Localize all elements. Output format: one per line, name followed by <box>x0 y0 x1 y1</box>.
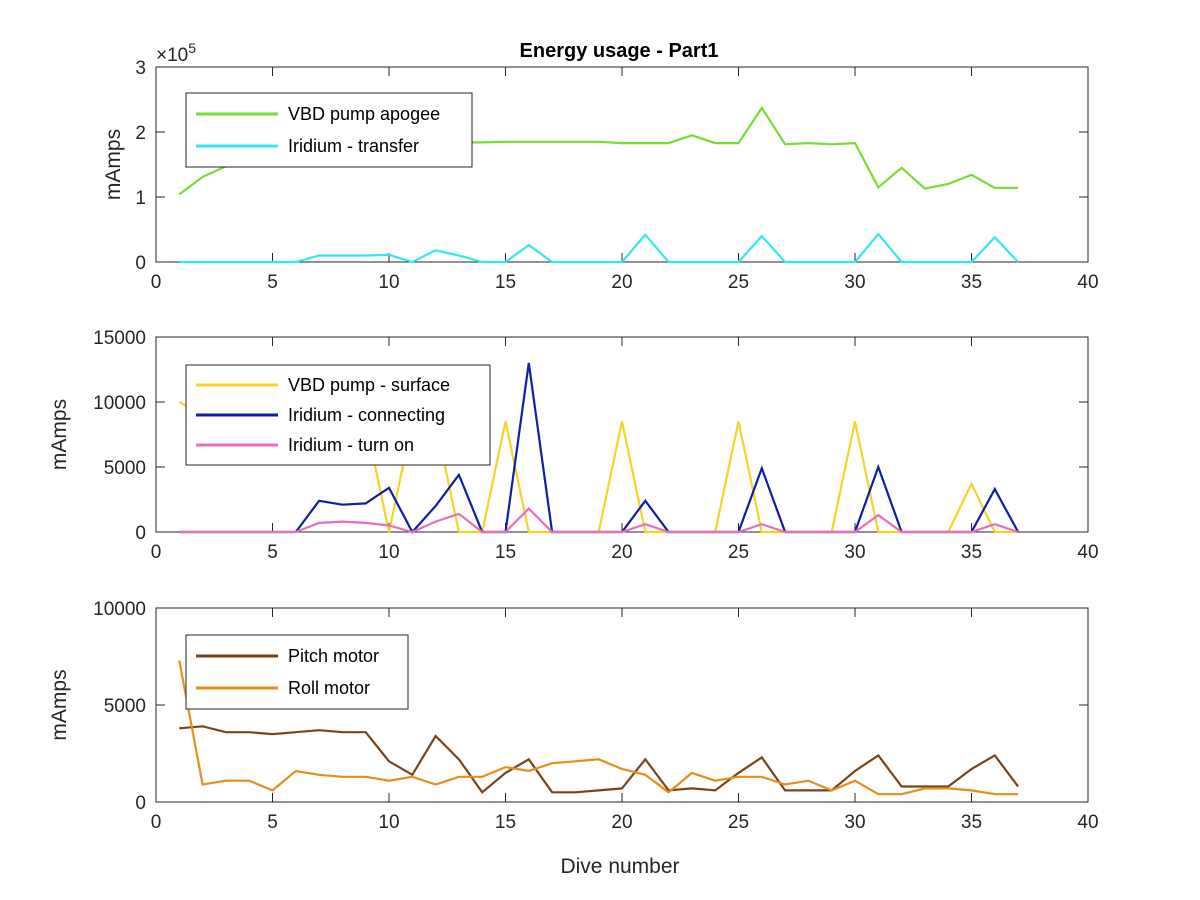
series-line-iridium-transfer <box>179 232 1019 264</box>
series-line-iridium-turn-on <box>179 507 1019 534</box>
legend-entry-label: VBD pump - surface <box>288 375 450 395</box>
subplot-2: 0 5 10 15 20 25 30 35 40 0 5000 10000 15000 mAmps VBD … <box>48 328 1099 563</box>
x-tick-label: 15 <box>495 272 516 293</box>
x-tick-label: 5 <box>267 272 278 293</box>
y-axis-label: mAmps <box>102 129 125 200</box>
legend-box <box>185 634 409 710</box>
y-tick-label: 5000 <box>104 458 146 479</box>
legend-entry-label: VBD pump apogee <box>288 104 440 124</box>
figure-xlabel: Dive number <box>560 855 679 878</box>
y-axis-label: mAmps <box>48 669 71 740</box>
y-tick-label: 10000 <box>93 599 146 620</box>
legend-entry-label: Roll motor <box>288 678 370 698</box>
x-tick-label: 5 <box>267 812 278 833</box>
x-tick-label: 5 <box>267 542 278 563</box>
legend: Pitch motor Roll motor <box>185 634 409 710</box>
x-tick-label: 35 <box>961 812 982 833</box>
x-tick-label: 35 <box>961 272 982 293</box>
y-axis-label: mAmps <box>48 399 71 470</box>
x-tick-label: 25 <box>728 542 749 563</box>
x-tick-label: 40 <box>1077 272 1098 293</box>
subplot-1: 0 5 10 15 20 25 30 35 40 0 1 2 3 ×105 mAmps VBD pump ap… <box>102 40 1099 293</box>
y-tick-label: 5000 <box>104 696 146 717</box>
x-tick-label: 40 <box>1077 812 1098 833</box>
x-tick-label: 20 <box>611 272 632 293</box>
x-tick-label: 30 <box>844 542 865 563</box>
y-tick-label: 0 <box>135 253 146 274</box>
y-tick-label: 3 <box>135 58 146 79</box>
figure-title: Energy usage - Part1 <box>520 40 719 62</box>
subplot-3: 0 5 10 15 20 25 30 35 40 0 5000 10000 mAmps Pitch mot… <box>48 599 1099 833</box>
x-tick-label: 15 <box>495 812 516 833</box>
legend-entry-label: Iridium - connecting <box>288 405 445 425</box>
y-tick-label: 0 <box>135 793 146 814</box>
y-tick-label: 2 <box>135 123 146 144</box>
x-tick-label: 25 <box>728 272 749 293</box>
x-tick-label: 25 <box>728 812 749 833</box>
x-tick-label: 0 <box>151 812 162 833</box>
x-tick-label: 0 <box>151 272 162 293</box>
x-tick-label: 10 <box>378 812 399 833</box>
x-tick-label: 15 <box>495 542 516 563</box>
x-tick-label: 0 <box>151 542 162 563</box>
x-tick-label: 30 <box>844 272 865 293</box>
legend-entry-label: Pitch motor <box>288 646 379 666</box>
series-line-roll-motor <box>178 660 1019 796</box>
x-tick-label: 30 <box>844 812 865 833</box>
legend-entry-label: Iridium - turn on <box>288 435 414 455</box>
y-tick-label: 10000 <box>93 393 146 414</box>
x-tick-label: 35 <box>961 542 982 563</box>
y-tick-label: 0 <box>135 523 146 544</box>
legend: VBD pump - surface Iridium - connecting Ir… <box>185 364 491 466</box>
legend-entry-label: Iridium - transfer <box>288 136 419 156</box>
x-tick-label: 20 <box>611 542 632 563</box>
legend: VBD pump apogee Iridium - transfer <box>185 92 473 168</box>
x-tick-label: 40 <box>1077 542 1098 563</box>
x-tick-label: 10 <box>378 272 399 293</box>
y-tick-label: 1 <box>135 188 146 209</box>
y-exponent-label: ×105 <box>156 40 196 66</box>
x-tick-label: 10 <box>378 542 399 563</box>
y-tick-label: 15000 <box>93 328 146 349</box>
series-line-pitch-motor <box>179 725 1019 794</box>
legend-box <box>185 92 473 168</box>
axes-layer: 0 5 10 15 20 25 30 35 40 0 1 2 3 ×105 mAmps VBD pump ap… <box>48 40 1099 833</box>
x-tick-label: 20 <box>611 812 632 833</box>
